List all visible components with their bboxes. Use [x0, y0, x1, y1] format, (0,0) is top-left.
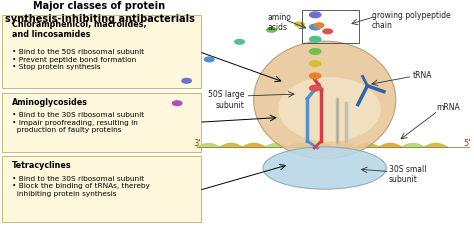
Circle shape [173, 101, 182, 106]
Text: growing polypeptide
chain: growing polypeptide chain [372, 11, 451, 30]
Text: 50S large
subunit: 50S large subunit [208, 90, 244, 110]
FancyBboxPatch shape [2, 156, 201, 222]
Circle shape [295, 22, 304, 27]
Text: 5': 5' [463, 139, 471, 148]
Text: Chloramphenicol, macrolides,
and lincosamides: Chloramphenicol, macrolides, and lincosa… [12, 20, 146, 39]
Circle shape [310, 12, 321, 18]
Text: mRNA: mRNA [436, 103, 460, 112]
Ellipse shape [254, 41, 396, 159]
Circle shape [204, 57, 214, 62]
Text: • Bind to the 30S ribosomal subunit
• Block the binding of tRNAs, thereby
  inhi: • Bind to the 30S ribosomal subunit • Bl… [12, 176, 150, 196]
Circle shape [310, 24, 321, 30]
Circle shape [323, 29, 332, 34]
Text: amino
acids: amino acids [268, 13, 292, 32]
Circle shape [310, 36, 321, 42]
Text: 30S small
subunit: 30S small subunit [389, 164, 426, 184]
Text: tRNA: tRNA [412, 70, 432, 79]
Ellipse shape [263, 147, 386, 189]
Text: 3': 3' [193, 139, 201, 148]
Circle shape [314, 23, 324, 28]
FancyBboxPatch shape [2, 15, 201, 88]
Circle shape [310, 73, 321, 79]
Text: • Bind to the 30S ribosomal subunit
• Impair proofreading, resulting in
  produc: • Bind to the 30S ribosomal subunit • Im… [12, 112, 144, 133]
FancyBboxPatch shape [2, 93, 201, 152]
Text: Aminoglycosides: Aminoglycosides [12, 98, 88, 106]
Circle shape [267, 27, 276, 32]
Text: • Bind to the 50S ribosomal subunit
• Prevent peptide bond formation
• Stop prot: • Bind to the 50S ribosomal subunit • Pr… [12, 49, 144, 70]
Circle shape [235, 39, 244, 44]
Circle shape [310, 61, 321, 67]
Circle shape [310, 49, 321, 54]
Circle shape [182, 78, 191, 83]
Circle shape [310, 85, 321, 91]
Ellipse shape [278, 77, 381, 141]
Text: Major classes of protein
synthesis-inhibiting antibacterials: Major classes of protein synthesis-inhib… [5, 1, 194, 24]
Text: Tetracyclines: Tetracyclines [12, 161, 72, 170]
